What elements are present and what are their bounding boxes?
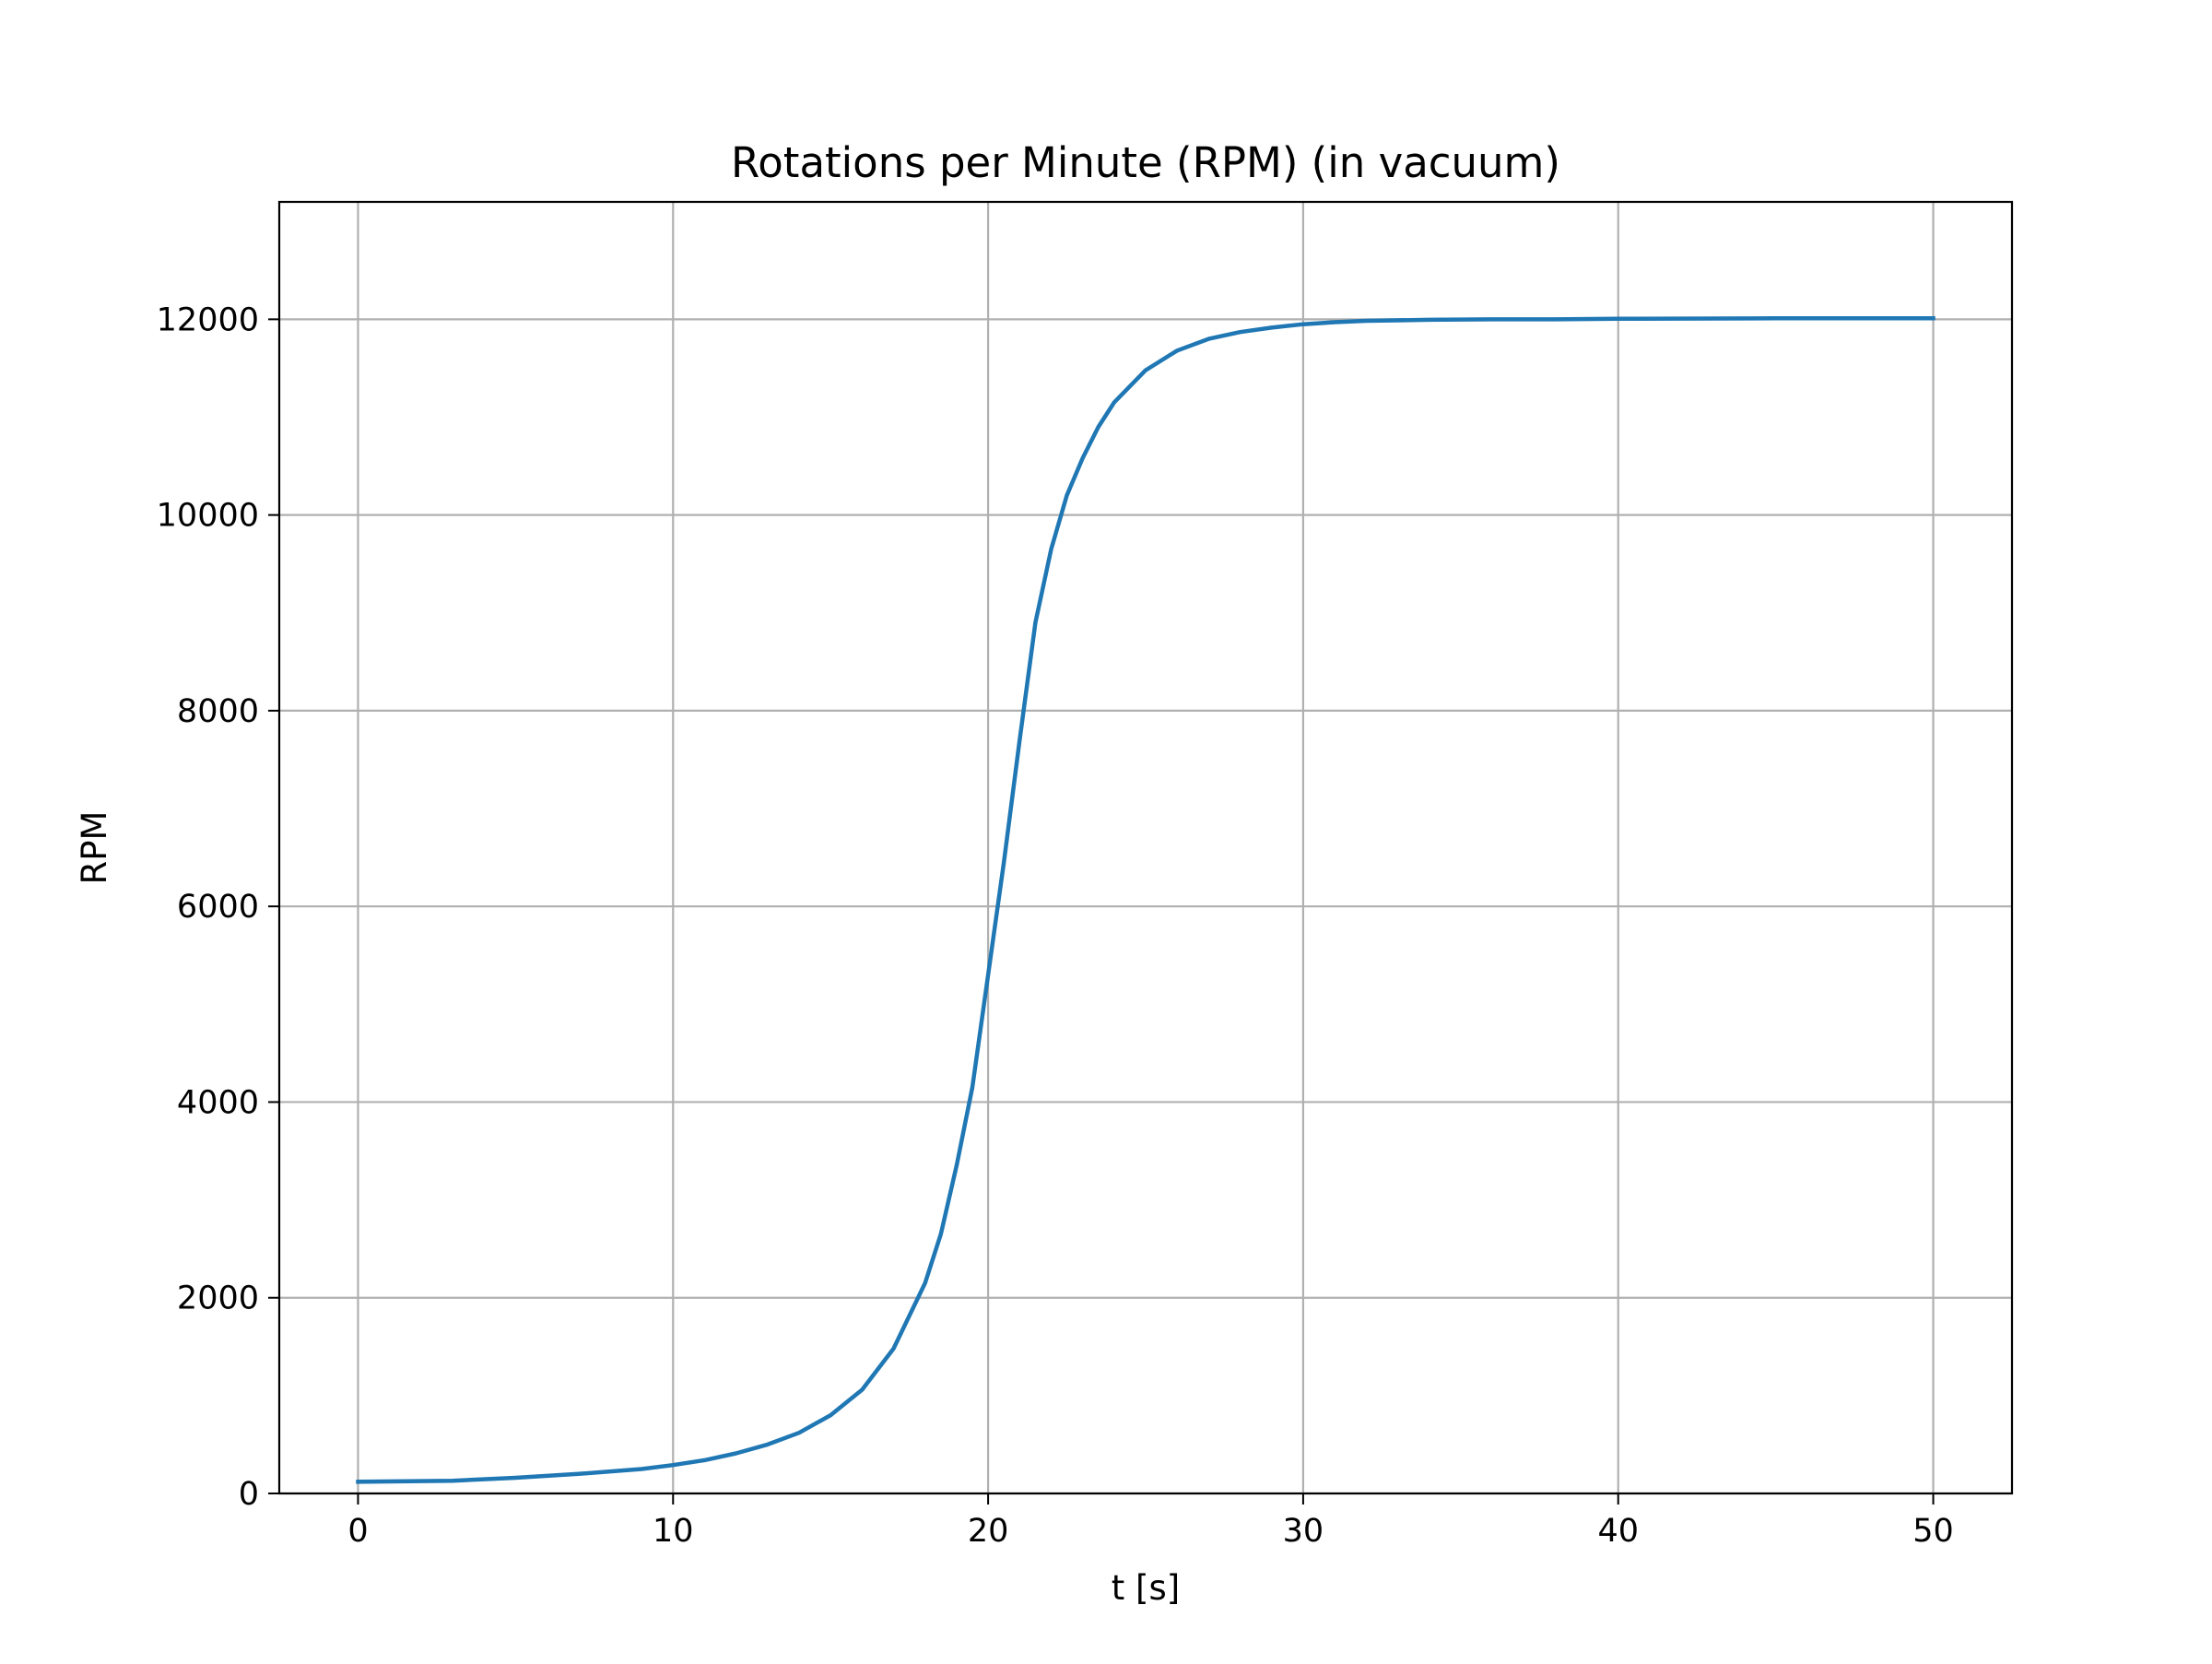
series-line xyxy=(356,316,1936,1484)
y-tick-label: 4000 xyxy=(177,1084,259,1121)
y-tick-label: 8000 xyxy=(177,693,259,730)
plot-frame xyxy=(277,200,2014,1495)
x-axis-label: t [s] xyxy=(1112,1568,1180,1608)
y-tick-label: 12000 xyxy=(157,301,259,338)
x-tick-label: 40 xyxy=(1597,1513,1639,1550)
grid-layer xyxy=(279,202,2012,1495)
series-layer xyxy=(356,316,1936,1484)
x-tick-label: 30 xyxy=(1283,1513,1324,1550)
y-tick-label: 0 xyxy=(239,1476,259,1513)
y-axis-label: RPM xyxy=(75,811,114,885)
y-tick-label: 6000 xyxy=(177,889,259,926)
y-tick-label: 10000 xyxy=(157,498,259,535)
chart-title: Rotations per Minute (RPM) (in vacuum) xyxy=(731,138,1560,187)
ticks-layer: 0 10 20 30 40 50 0 2000 4000 6000 8000 10000 12000 xyxy=(157,301,1954,1550)
x-tick-label: 20 xyxy=(968,1513,1009,1550)
x-tick-label: 10 xyxy=(653,1513,694,1550)
x-tick-label: 0 xyxy=(347,1513,368,1550)
y-tick-label: 2000 xyxy=(177,1280,259,1317)
x-tick-label: 50 xyxy=(1912,1513,1954,1550)
